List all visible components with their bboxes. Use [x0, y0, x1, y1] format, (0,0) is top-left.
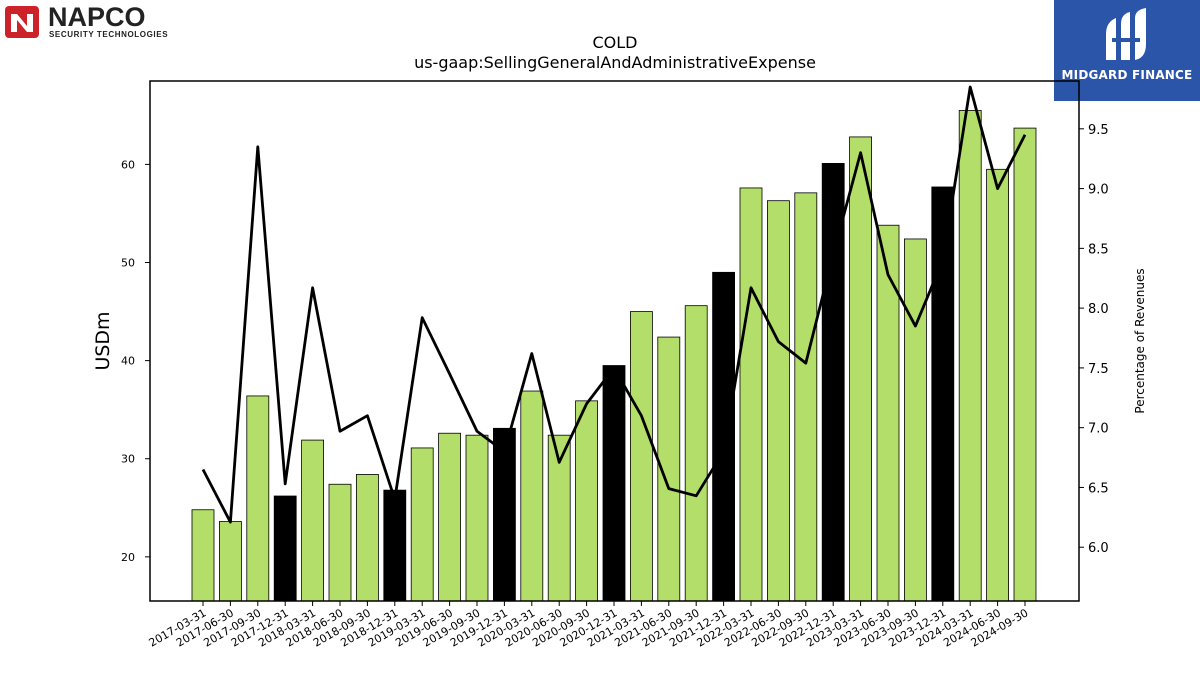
bar-2018-09-30 — [355, 474, 379, 602]
bar-series — [191, 110, 1037, 602]
bar-2022-03-31 — [739, 187, 763, 602]
midgard-finance-logo: MIDGARD FINANCE — [1054, 0, 1200, 101]
bar-2019-12-31 — [492, 427, 516, 602]
chart-title: COLD — [593, 33, 638, 52]
bar-2021-09-30 — [684, 305, 708, 602]
y-axis-label: USDm — [92, 311, 114, 370]
bar-2018-12-31 — [383, 489, 407, 602]
y-tick-label: 60 — [121, 158, 135, 171]
bar-2023-12-31 — [931, 186, 955, 602]
bar-2023-09-30 — [904, 238, 927, 602]
y2-tick-label: 7.5 — [1088, 362, 1109, 377]
bar-2020-12-31 — [602, 365, 626, 602]
bar-2019-06-30 — [438, 432, 462, 602]
y2-tick-label: 7.0 — [1088, 422, 1109, 437]
napco-logo: NAPCO SECURITY TECHNOLOGIES — [5, 4, 168, 39]
bar-2017-09-30 — [246, 395, 270, 602]
bar-2017-12-31 — [273, 495, 297, 602]
bar-2023-06-30 — [876, 224, 900, 602]
y2-tick-label: 8.0 — [1088, 302, 1109, 317]
bar-2024-06-30 — [986, 168, 1009, 602]
y-tick-label: 50 — [121, 257, 135, 270]
y-tick-label: 20 — [121, 551, 135, 564]
napco-logo-wordmark: NAPCO — [48, 4, 146, 32]
bar-2022-06-30 — [767, 200, 790, 602]
y2-tick-label: 6.5 — [1088, 481, 1109, 496]
y-tick-label: 40 — [121, 355, 135, 368]
y2-axis-ticks: 6.0 6.5 7.0 7.5 8.0 8.5 9.0 9.5 — [1079, 123, 1109, 556]
bar-2022-09-30 — [794, 192, 818, 602]
napco-logo-tagline: SECURITY TECHNOLOGIES — [49, 30, 168, 39]
bar-2019-09-30 — [465, 434, 489, 602]
bar-2024-09-30 — [1013, 127, 1037, 602]
bar-2018-03-31 — [301, 439, 325, 602]
bar-2020-03-31 — [520, 390, 544, 602]
bar-2017-03-31 — [191, 509, 215, 602]
bar-2020-09-30 — [575, 400, 598, 602]
y2-tick-label: 9.0 — [1088, 183, 1109, 198]
chart-subtitle: us-gaap:SellingGeneralAndAdministrativeE… — [414, 53, 816, 72]
bar-2017-06-30 — [218, 521, 242, 602]
y-axis-ticks: 20 30 40 50 60 — [121, 158, 150, 564]
line-series — [201, 85, 1027, 524]
x-axis-ticks: 2017-03-312017-06-302017-09-302017-12-31… — [147, 601, 1031, 650]
revenue-percentage-line — [201, 85, 1027, 524]
midgard-logo-mark-icon — [1106, 8, 1146, 60]
y2-tick-label: 6.0 — [1088, 541, 1109, 556]
y2-tick-label: 9.5 — [1088, 123, 1109, 138]
y-tick-label: 30 — [121, 453, 135, 466]
y2-tick-label: 8.5 — [1088, 242, 1109, 257]
y2-axis-label: Percentage of Revenues — [1133, 268, 1147, 413]
bar-2021-12-31 — [712, 271, 735, 602]
bar-2018-06-30 — [328, 483, 352, 602]
bar-2019-03-31 — [410, 447, 434, 602]
bar-2023-03-31 — [849, 136, 872, 602]
bar-2021-03-31 — [630, 311, 653, 602]
midgard-logo-wordmark: MIDGARD FINANCE — [1061, 68, 1193, 82]
bar-2024-03-31 — [958, 110, 982, 602]
